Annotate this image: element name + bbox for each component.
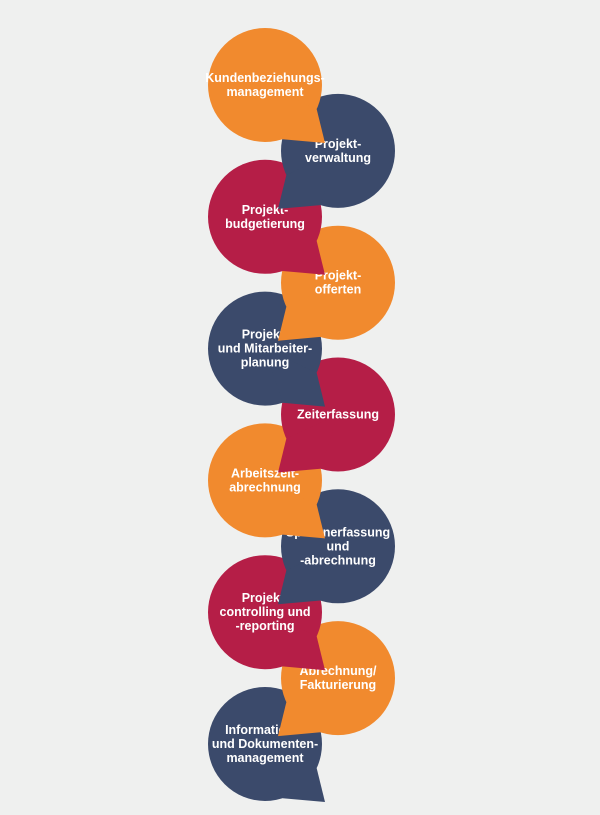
bubble-label: budgetierung <box>225 217 305 231</box>
bubble-label: Kundenbeziehungs- <box>205 71 324 85</box>
bubble-label: verwaltung <box>305 151 371 165</box>
bubble-tail <box>265 612 325 671</box>
bubble-label: Projekt- <box>315 137 362 151</box>
bubble-label: -reporting <box>235 619 294 633</box>
bubble-tail <box>278 282 338 341</box>
bubble-label: management <box>226 751 304 765</box>
bubble-label: -abrechnung <box>300 553 376 567</box>
bubble-tail <box>265 85 325 143</box>
bubble-label: und Mitarbeiter- <box>218 342 312 356</box>
bubble-label: Projekt- <box>242 328 289 342</box>
bubble-tail <box>265 348 325 407</box>
bubble-label: Projekt- <box>315 269 362 283</box>
bubble-tail <box>265 216 325 275</box>
bubble-label: Zeiterfassung <box>297 408 379 422</box>
bubble-tail <box>278 414 338 473</box>
bubble-label: controlling und <box>220 605 311 619</box>
bubble-tail <box>278 678 338 737</box>
bubble-label: offerten <box>315 283 362 297</box>
bubble-tail <box>265 744 325 802</box>
bubble-tail <box>278 546 338 605</box>
bubble-label: Projekt- <box>242 203 289 217</box>
bubble-label: und Dokumenten- <box>212 737 318 751</box>
bubble-tail <box>265 480 325 539</box>
bubble-label: planung <box>241 356 290 370</box>
speech-bubble: Kundenbeziehungs-management <box>205 28 325 143</box>
bubble-label: Projekt- <box>242 591 289 605</box>
bubble-label: und <box>327 539 350 553</box>
bubble-label: abrechnung <box>229 480 301 494</box>
bubble-label: Fakturierung <box>300 678 376 692</box>
bubble-tail <box>278 150 338 209</box>
bubble-label: management <box>226 85 304 99</box>
